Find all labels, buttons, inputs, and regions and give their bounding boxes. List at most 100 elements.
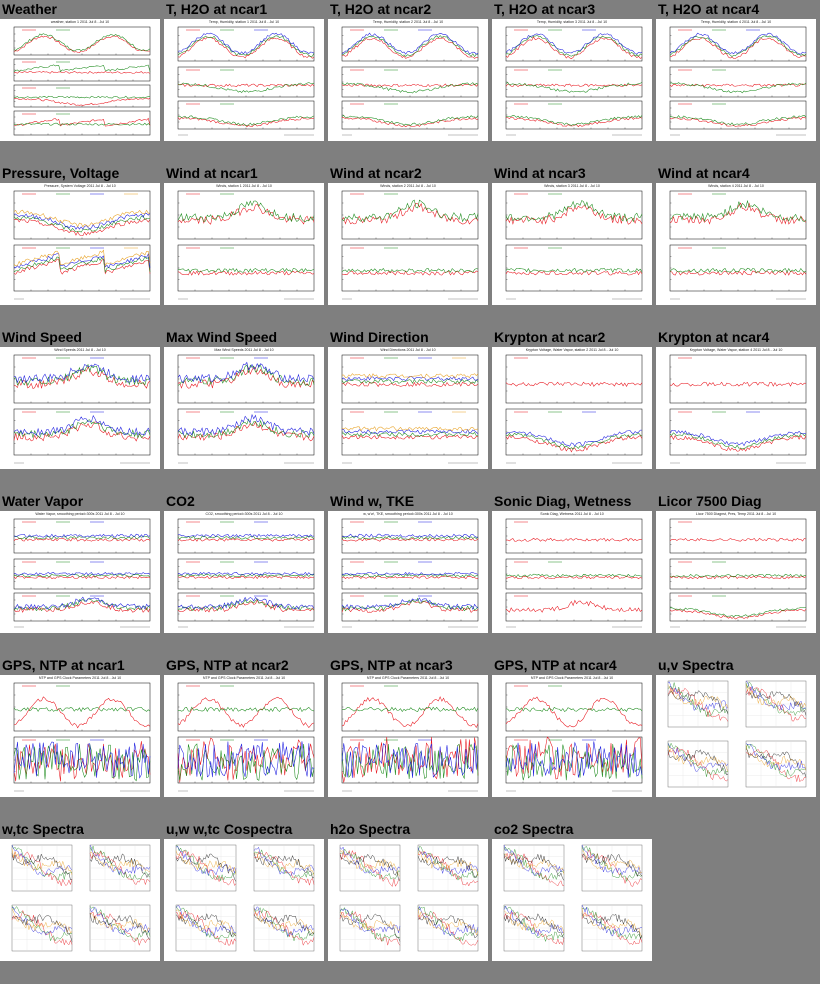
- plot-cell[interactable]: Wind w, TKE w, w'w', TKE, smoothing perio…: [328, 492, 488, 656]
- plot-cell[interactable]: Max Wind Speed Max Wind Speeds 2011 Jul 8…: [164, 328, 324, 492]
- plot-cell[interactable]: T, H2O at ncar2 Temp, Humidity, station 2…: [328, 0, 488, 164]
- plot-title-link[interactable]: Wind at ncar2: [330, 165, 422, 181]
- plot-cell[interactable]: Licor 7500 Diag Licor 7500 Diagnst, Pres,…: [656, 492, 816, 656]
- plot-thumbnail[interactable]: [492, 675, 652, 797]
- plot-thumbnail[interactable]: [656, 511, 816, 633]
- plot-thumbnail[interactable]: [492, 19, 652, 141]
- plot-cell[interactable]: Krypton at ncar4 Krypton Voltage, Water V…: [656, 328, 816, 492]
- plot-thumbnail[interactable]: [0, 347, 160, 469]
- plot-caption: Winds, station 4 2011 Jul 8 - Jul 10: [708, 184, 764, 188]
- plot-thumbnail[interactable]: [0, 19, 160, 141]
- plot-cell[interactable]: Sonic Diag, Wetness Sonic Diag, Wetness 2…: [492, 492, 652, 656]
- plot-cell[interactable]: GPS, NTP at ncar3 NTP and GPS Clock Param…: [328, 656, 488, 820]
- plot-thumbnail[interactable]: [656, 183, 816, 305]
- plot-thumbnail[interactable]: [164, 347, 324, 469]
- plot-title-link[interactable]: u,w w,tc Cospectra: [166, 821, 293, 837]
- plot-title-link[interactable]: GPS, NTP at ncar2: [166, 657, 289, 673]
- plot-thumbnail[interactable]: [656, 347, 816, 469]
- plot-title-link[interactable]: h2o Spectra: [330, 821, 411, 837]
- plot-thumbnail[interactable]: [164, 183, 324, 305]
- plot-title-link[interactable]: Wind at ncar4: [658, 165, 750, 181]
- plot-cell[interactable]: u,w w,tc Cospectra: [164, 820, 324, 984]
- plot-title-link[interactable]: T, H2O at ncar1: [166, 1, 268, 17]
- plot-thumbnail[interactable]: [328, 183, 488, 305]
- plot-title-link[interactable]: Wind Speed: [2, 329, 82, 345]
- plot-title-link[interactable]: w,tc Spectra: [2, 821, 84, 837]
- plot-title-link[interactable]: Licor 7500 Diag: [658, 493, 762, 509]
- plot-caption: Wind Speeds 2011 Jul 8 - Jul 10: [54, 348, 106, 352]
- plot-caption: Krypton Voltage, Water Vapor, station 4 …: [689, 348, 783, 352]
- plot-caption: Temp, Humidity, station 2 2011 Jul 8 - J…: [372, 20, 444, 24]
- plot-title-link[interactable]: Krypton at ncar2: [494, 329, 606, 345]
- plot-cell[interactable]: Wind Speed Wind Speeds 2011 Jul 8 - Jul 1…: [0, 328, 160, 492]
- plot-thumbnail[interactable]: [0, 511, 160, 633]
- plot-title-link[interactable]: Max Wind Speed: [166, 329, 278, 345]
- plot-cell[interactable]: Wind at ncar3 Winds, station 3 2011 Jul 8…: [492, 164, 652, 328]
- plot-cell[interactable]: Wind Direction Wind Directions 2011 Jul 8…: [328, 328, 488, 492]
- plot-cell[interactable]: Krypton at ncar2 Krypton Voltage, Water V…: [492, 328, 652, 492]
- plot-thumbnail[interactable]: [492, 347, 652, 469]
- plot-caption: Winds, station 3 2011 Jul 8 - Jul 10: [544, 184, 600, 188]
- plot-thumbnail[interactable]: [0, 839, 160, 961]
- plot-title-link[interactable]: T, H2O at ncar4: [658, 1, 760, 17]
- plot-thumbnail[interactable]: [164, 19, 324, 141]
- plot-title-link[interactable]: GPS, NTP at ncar4: [494, 657, 617, 673]
- plot-title-link[interactable]: Weather: [2, 1, 57, 17]
- plot-thumbnail[interactable]: [492, 511, 652, 633]
- plot-thumbnail[interactable]: [492, 183, 652, 305]
- plot-caption: Water Vapor, smoothing period=300s 2011 …: [35, 512, 125, 516]
- plot-cell[interactable]: Pressure, Voltage Pressure, System Voltag…: [0, 164, 160, 328]
- plot-caption: NTP and GPS Clock Parameters 2011 Jul 8 …: [366, 676, 450, 680]
- plot-thumbnail[interactable]: [328, 675, 488, 797]
- plot-title-link[interactable]: T, H2O at ncar2: [330, 1, 432, 17]
- plot-title-link[interactable]: co2 Spectra: [494, 821, 574, 837]
- plot-cell[interactable]: T, H2O at ncar4 Temp, Humidity, station 4…: [656, 0, 816, 164]
- plot-title-link[interactable]: Pressure, Voltage: [2, 165, 120, 181]
- plot-cell[interactable]: Wind at ncar4 Winds, station 4 2011 Jul 8…: [656, 164, 816, 328]
- plot-caption: NTP and GPS Clock Parameters 2011 Jul 8 …: [202, 676, 286, 680]
- plot-thumbnail[interactable]: [0, 183, 160, 305]
- plot-cell[interactable]: T, H2O at ncar3 Temp, Humidity, station 3…: [492, 0, 652, 164]
- plot-title-link[interactable]: Wind at ncar1: [166, 165, 258, 181]
- plot-title-link[interactable]: Sonic Diag, Wetness: [494, 493, 632, 509]
- plot-caption: weather, station 1 2011 Jul 8 - Jul 10: [50, 20, 110, 24]
- plot-cell[interactable]: T, H2O at ncar1 Temp, Humidity, station 1…: [164, 0, 324, 164]
- plot-thumbnail[interactable]: [164, 511, 324, 633]
- plot-caption: Winds, station 2 2011 Jul 8 - Jul 10: [380, 184, 436, 188]
- plot-cell[interactable]: Wind at ncar1 Winds, station 1 2011 Jul 8…: [164, 164, 324, 328]
- plot-thumbnail[interactable]: [164, 675, 324, 797]
- plot-thumbnail[interactable]: [0, 675, 160, 797]
- plot-cell[interactable]: u,v Spectra: [656, 656, 816, 820]
- plot-title-link[interactable]: Wind Direction: [330, 329, 429, 345]
- plot-cell[interactable]: GPS, NTP at ncar4 NTP and GPS Clock Param…: [492, 656, 652, 820]
- plot-cell[interactable]: Water Vapor Water Vapor, smoothing period…: [0, 492, 160, 656]
- plot-thumbnail[interactable]: [492, 839, 652, 961]
- plot-title-link[interactable]: Water Vapor: [2, 493, 84, 509]
- plot-thumbnail[interactable]: [656, 19, 816, 141]
- plot-caption: Sonic Diag, Wetness 2011 Jul 8 - Jul 10: [540, 512, 604, 516]
- plot-cell[interactable]: Weather weather, station 1 2011 Jul 8 - J…: [0, 0, 160, 164]
- plot-thumbnail[interactable]: [328, 839, 488, 961]
- plot-title-link[interactable]: T, H2O at ncar3: [494, 1, 596, 17]
- plot-title-link[interactable]: Wind at ncar3: [494, 165, 586, 181]
- plot-thumbnail[interactable]: [328, 347, 488, 469]
- plot-cell[interactable]: GPS, NTP at ncar2 NTP and GPS Clock Param…: [164, 656, 324, 820]
- plot-thumbnail[interactable]: [164, 839, 324, 961]
- plot-title-link[interactable]: u,v Spectra: [658, 657, 734, 673]
- plot-title-link[interactable]: GPS, NTP at ncar1: [2, 657, 125, 673]
- plot-caption: Krypton Voltage, Water Vapor, station 2 …: [525, 348, 619, 352]
- plot-cell[interactable]: Wind at ncar2 Winds, station 2 2011 Jul 8…: [328, 164, 488, 328]
- plot-cell[interactable]: GPS, NTP at ncar1 NTP and GPS Clock Param…: [0, 656, 160, 820]
- plot-cell[interactable]: w,tc Spectra: [0, 820, 160, 984]
- plot-thumbnail[interactable]: [656, 675, 816, 797]
- plot-thumbnail[interactable]: [328, 19, 488, 141]
- plot-cell[interactable]: CO2 CO2, smoothing period=300s 2011 Jul 8…: [164, 492, 324, 656]
- plot-title-link[interactable]: Krypton at ncar4: [658, 329, 770, 345]
- plot-thumbnail[interactable]: [328, 511, 488, 633]
- plot-title-link[interactable]: GPS, NTP at ncar3: [330, 657, 453, 673]
- plot-title-link[interactable]: CO2: [166, 493, 195, 509]
- plot-title-link[interactable]: Wind w, TKE: [330, 493, 415, 509]
- plot-cell[interactable]: co2 Spectra: [492, 820, 652, 984]
- plot-cell[interactable]: h2o Spectra: [328, 820, 488, 984]
- plot-caption: Winds, station 1 2011 Jul 8 - Jul 10: [216, 184, 272, 188]
